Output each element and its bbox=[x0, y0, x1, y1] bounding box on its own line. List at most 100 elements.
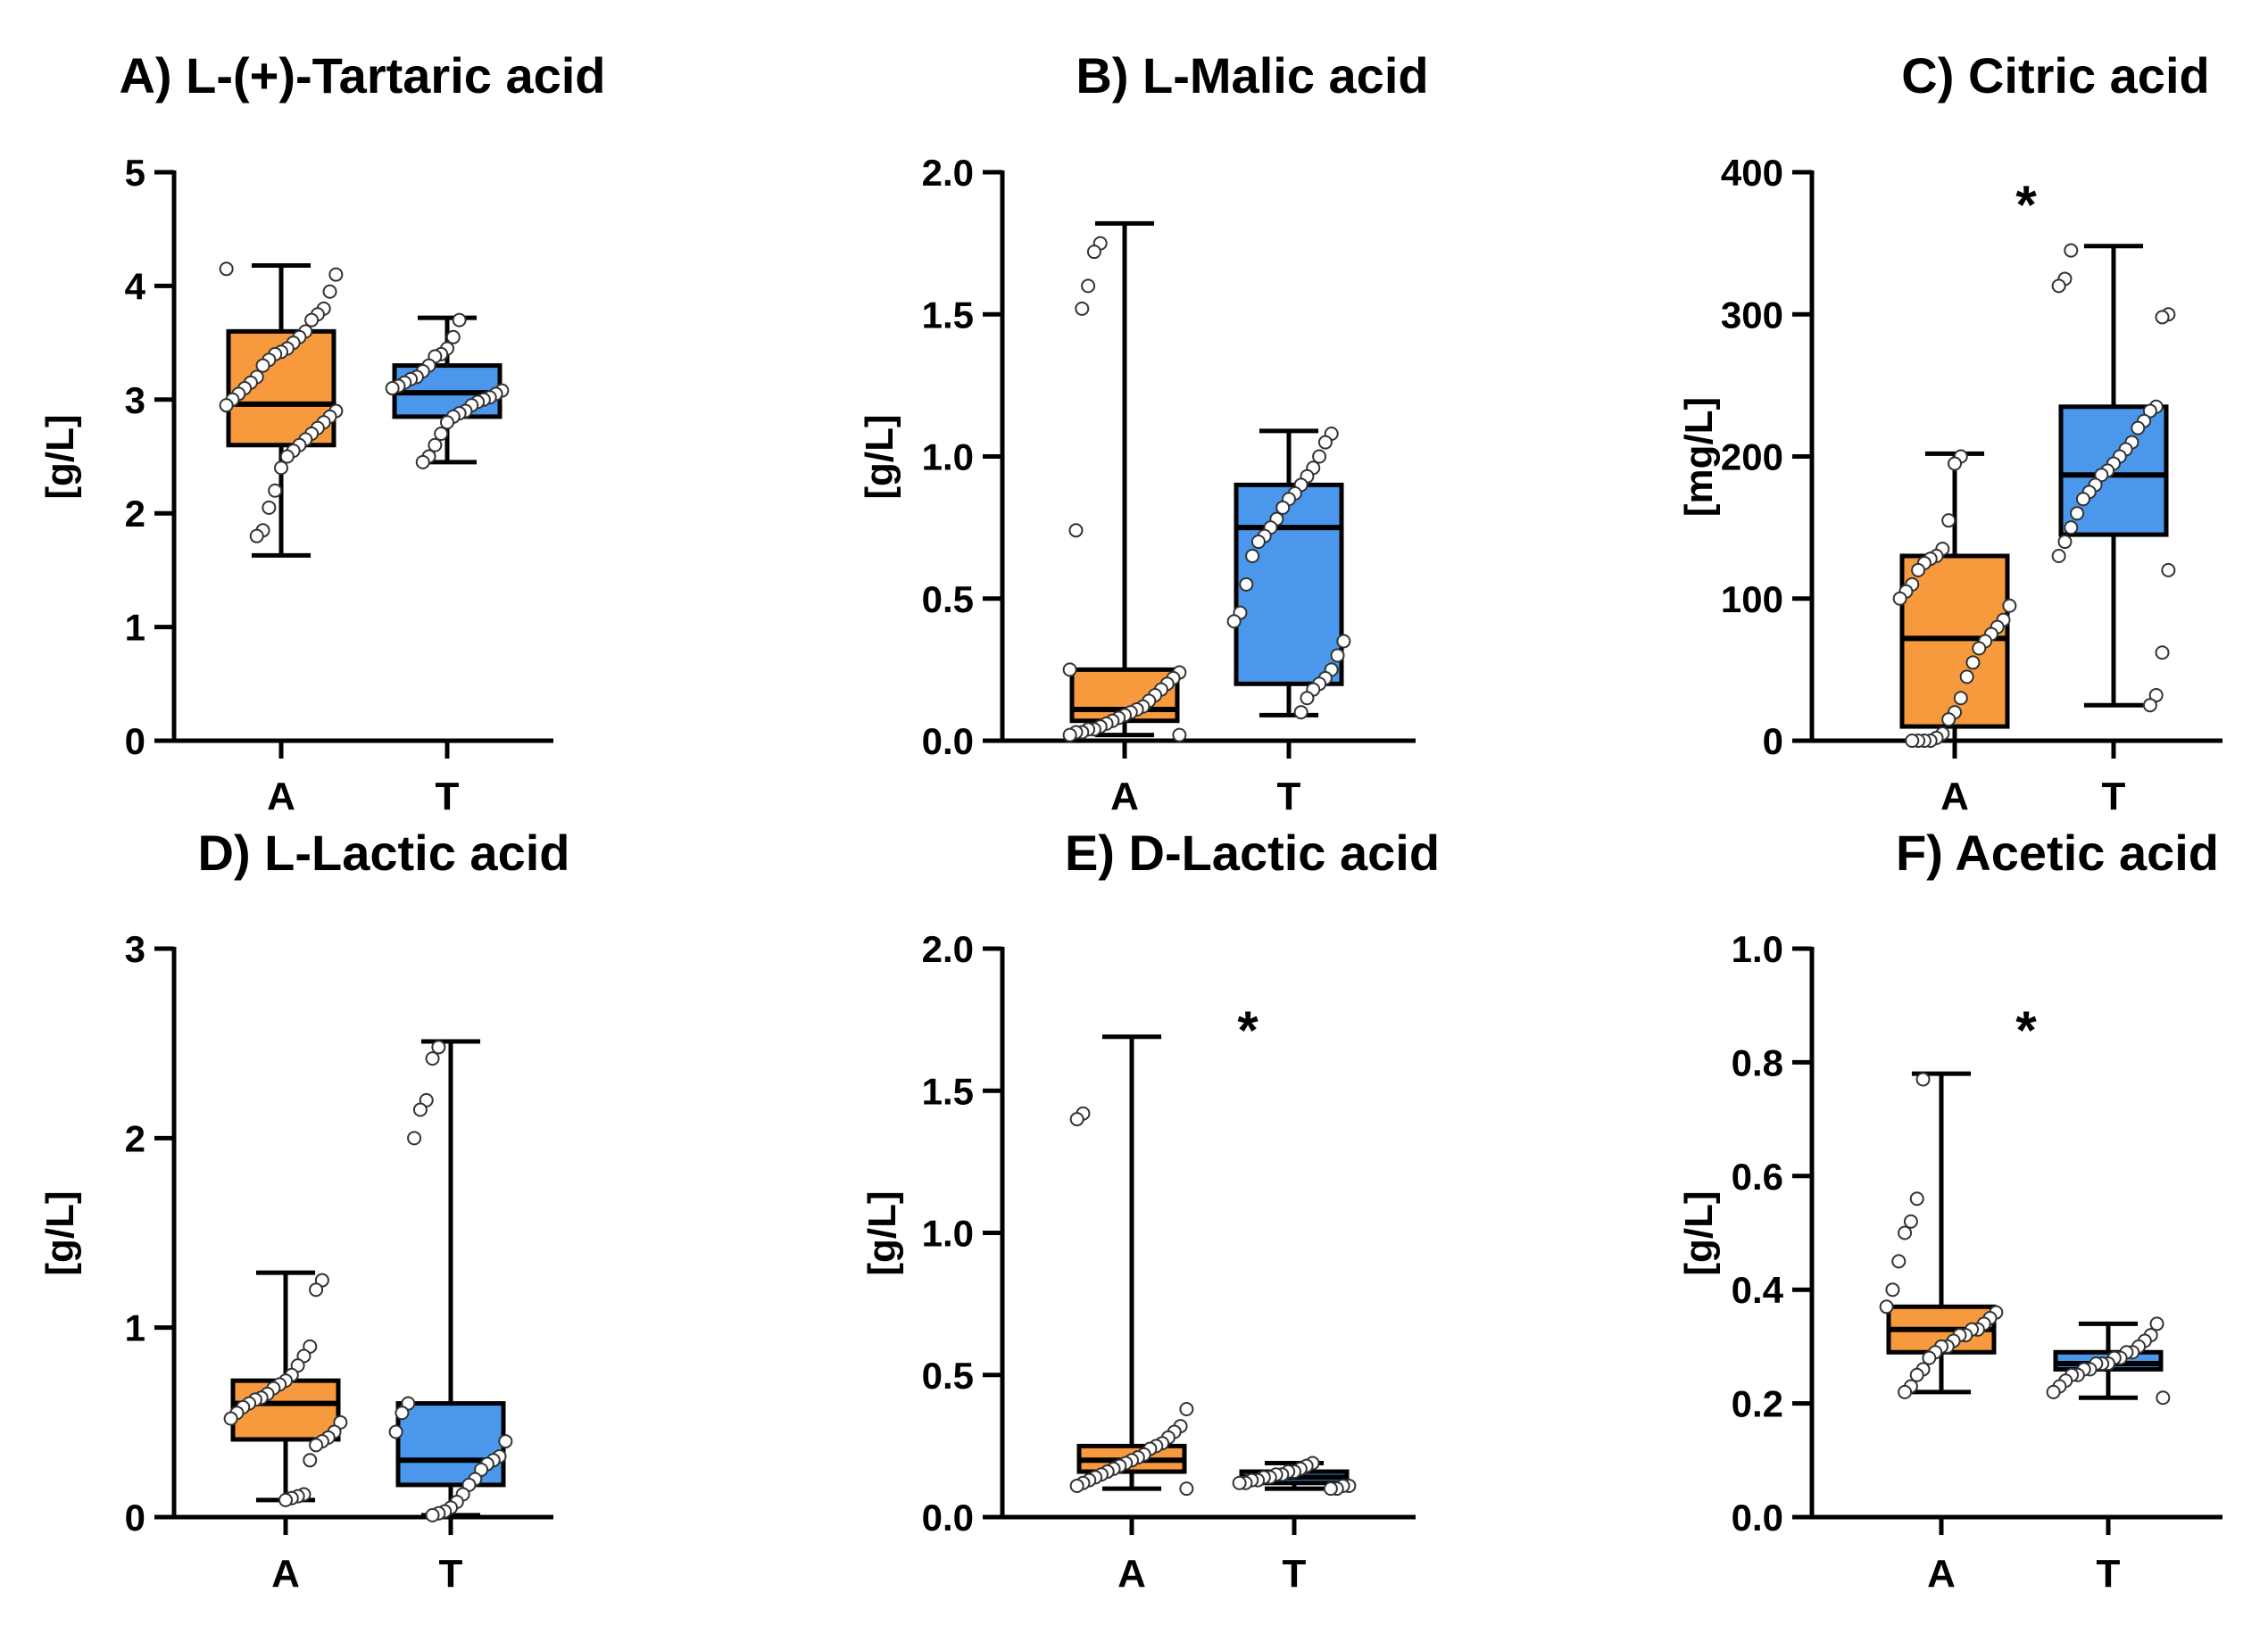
data-point bbox=[1915, 1072, 1931, 1087]
data-point bbox=[1232, 1475, 1247, 1490]
data-point bbox=[1965, 655, 1981, 670]
panel-title: F) Acetic acid bbox=[1896, 825, 2219, 881]
data-point bbox=[1081, 278, 1096, 294]
data-point bbox=[2155, 310, 2170, 325]
y-axis-label: [g/L] bbox=[860, 1190, 904, 1275]
panel-4: D) L-Lactic acid [g/L] 0 1 2 3 A T bbox=[38, 825, 569, 1596]
data-point bbox=[1300, 691, 1315, 706]
box-T: T bbox=[385, 312, 510, 818]
y-axis-label: [g/L] bbox=[38, 1190, 82, 1275]
data-point bbox=[223, 1411, 238, 1426]
data-point bbox=[2064, 243, 2079, 258]
data-point bbox=[303, 1453, 318, 1468]
data-point bbox=[395, 1406, 410, 1421]
panel-5: E) D-Lactic acid [g/L] 0.0 0.5 1.0 1.5 2.0 A T * bbox=[860, 825, 1440, 1596]
panel-title: C) Citric acid bbox=[1901, 47, 2209, 104]
data-point bbox=[2046, 1384, 2061, 1399]
box-A: A bbox=[1892, 449, 2017, 818]
iqr-box bbox=[1234, 482, 1344, 686]
y-tick-label: 0.6 bbox=[1732, 1156, 1783, 1198]
y-tick-label: 0.2 bbox=[1732, 1383, 1783, 1425]
data-point bbox=[1898, 1384, 1913, 1399]
data-point bbox=[219, 398, 234, 413]
panel-3: C) Citric acid [mg/L] 0 100 200 300 400 A T * bbox=[1677, 47, 2222, 818]
data-point bbox=[1068, 523, 1084, 538]
data-point bbox=[1879, 1299, 1894, 1315]
panel-title: A) L-(+)-Tartaric acid bbox=[119, 47, 605, 104]
data-point bbox=[412, 1102, 428, 1117]
x-category-label: T bbox=[1283, 1552, 1307, 1596]
x-category-label: A bbox=[267, 775, 295, 818]
y-axis-label: [mg/L] bbox=[1677, 397, 1721, 517]
data-point bbox=[219, 261, 234, 277]
data-point bbox=[2131, 420, 2146, 435]
y-tick-label: 3 bbox=[125, 928, 145, 970]
y-axis-label: [g/L] bbox=[1677, 1190, 1721, 1275]
data-point bbox=[1941, 712, 1956, 727]
data-point bbox=[440, 415, 454, 430]
y-tick-label: 2.0 bbox=[922, 928, 974, 970]
y-tick-label: 1.5 bbox=[922, 1070, 974, 1112]
data-point bbox=[1062, 727, 1077, 742]
box-A: A bbox=[223, 1270, 348, 1596]
data-point bbox=[431, 1040, 446, 1055]
panel-title: E) D-Lactic acid bbox=[1065, 825, 1440, 881]
data-point bbox=[1905, 734, 1920, 748]
panel-1: A) L-(+)-Tartaric acid [g/L] 0 1 2 3 4 5 A T bbox=[38, 47, 606, 818]
data-point bbox=[1922, 1350, 1937, 1365]
y-tick-label: 2 bbox=[125, 1117, 145, 1159]
panel-2: B) L-Malic acid [g/L] 0.0 0.5 1.0 1.5 2.0 A T bbox=[858, 47, 1429, 818]
data-point bbox=[1293, 705, 1308, 720]
y-tick-label: 0.5 bbox=[922, 1355, 974, 1397]
data-point bbox=[1226, 614, 1242, 629]
panel-title: B) L-Malic acid bbox=[1076, 47, 1428, 104]
y-tick-label: 2.0 bbox=[922, 152, 974, 194]
y-tick-label: 1 bbox=[125, 1307, 145, 1349]
data-point bbox=[1911, 562, 1926, 577]
data-point bbox=[1903, 1214, 1918, 1229]
data-point bbox=[279, 449, 295, 464]
y-tick-label: 1.5 bbox=[922, 294, 974, 336]
box-T: T bbox=[2051, 243, 2176, 818]
data-point bbox=[268, 483, 283, 498]
box-A: A bbox=[219, 261, 344, 818]
data-point bbox=[278, 1492, 293, 1507]
data-point bbox=[1075, 301, 1090, 316]
box-A: A bbox=[1069, 1034, 1194, 1596]
data-point bbox=[304, 312, 320, 328]
data-point bbox=[2064, 520, 2079, 535]
x-category-label: T bbox=[1277, 775, 1301, 818]
y-tick-label: 0.0 bbox=[922, 1497, 974, 1539]
data-point bbox=[1069, 1112, 1084, 1127]
x-category-label: A bbox=[1927, 1552, 1956, 1596]
data-point bbox=[309, 1438, 324, 1453]
data-point bbox=[1891, 1254, 1907, 1269]
data-point bbox=[1086, 245, 1101, 260]
y-tick-label: 3 bbox=[125, 379, 145, 421]
x-category-label: A bbox=[1110, 775, 1139, 818]
y-tick-label: 100 bbox=[1721, 578, 1783, 620]
data-point bbox=[1330, 648, 1345, 663]
data-point bbox=[328, 267, 344, 282]
significance-marker: * bbox=[2015, 1000, 2037, 1060]
data-point bbox=[2142, 698, 2157, 713]
data-point bbox=[322, 284, 337, 299]
data-point bbox=[255, 358, 270, 373]
data-point bbox=[452, 312, 467, 328]
data-point bbox=[425, 1507, 440, 1522]
panel-6: F) Acetic acid [g/L] 0.0 0.2 0.4 0.6 0.8 1.0 A T * bbox=[1677, 825, 2222, 1596]
y-tick-label: 1 bbox=[125, 607, 145, 649]
data-point bbox=[1312, 449, 1327, 464]
y-tick-label: 2 bbox=[125, 493, 145, 535]
y-tick-label: 0.0 bbox=[922, 720, 974, 762]
data-point bbox=[1062, 662, 1077, 677]
data-point bbox=[498, 1434, 513, 1449]
data-point bbox=[1941, 513, 1956, 528]
data-point bbox=[1245, 548, 1260, 563]
box-A: A bbox=[1879, 1071, 2004, 1596]
y-tick-label: 0 bbox=[1763, 720, 1783, 762]
box-T: T bbox=[1226, 427, 1351, 818]
y-tick-label: 200 bbox=[1721, 436, 1783, 478]
y-tick-label: 0.0 bbox=[1732, 1497, 1783, 1539]
